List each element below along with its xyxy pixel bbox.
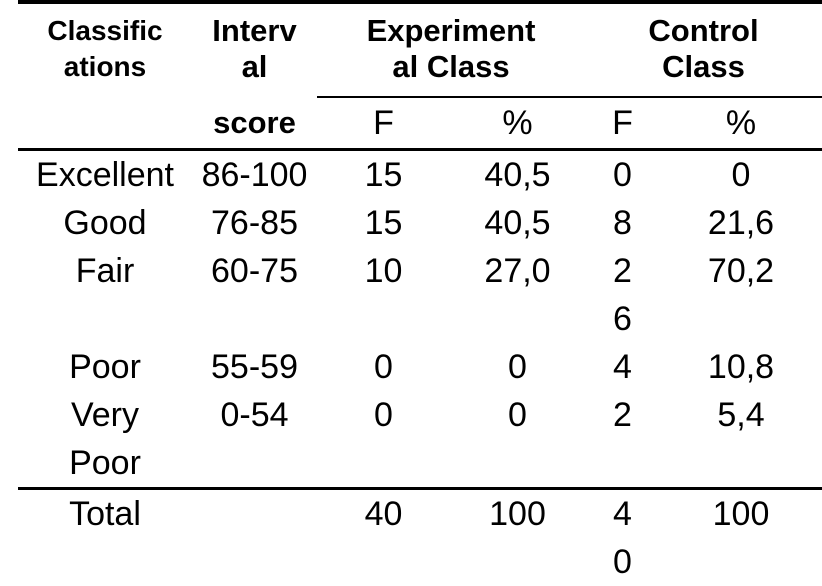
ctrl-f-cell: 4 0	[585, 489, 660, 586]
exp-pct-cell: 0	[450, 391, 585, 489]
interval-cell: 55-59	[192, 343, 317, 391]
ctrl-pct-cell: 10,8	[660, 343, 822, 391]
exp-f-cell: 0	[317, 343, 450, 391]
exp-pct-cell: 0	[450, 343, 585, 391]
header-interval-top: Interv al	[192, 2, 317, 97]
header-exp-f: F	[317, 97, 450, 150]
table-row: Excellent 86-100 15 40,5 0 0	[18, 150, 822, 200]
exp-f-cell: 10	[317, 247, 450, 343]
ctrl-pct-cell: 70,2	[660, 247, 822, 343]
interval-cell: 60-75	[192, 247, 317, 343]
header-empty-cell	[18, 97, 192, 150]
table-row: Very Poor 0-54 0 0 2 5,4	[18, 391, 822, 489]
header-experimental-class: Experiment al Class	[317, 2, 585, 97]
exp-pct-cell: 40,5	[450, 199, 585, 247]
exp-pct-cell: 100	[450, 489, 585, 586]
ctrl-f-cell: 0	[585, 150, 660, 200]
ctrl-f-cell: 2	[585, 391, 660, 489]
exp-f-cell: 15	[317, 150, 450, 200]
header-interval-bottom: score	[192, 97, 317, 150]
classification-cell: Fair	[18, 247, 192, 343]
page: { "colors": { "text": "#000000", "backgr…	[0, 0, 822, 568]
table-row: Fair 60-75 10 27,0 2 6 70,2	[18, 247, 822, 343]
classification-cell: Good	[18, 199, 192, 247]
score-classification-table: Classific ations Interv al Experiment al…	[18, 0, 822, 586]
ctrl-pct-cell: 5,4	[660, 391, 822, 489]
header-row-sub: score F % F %	[18, 97, 822, 150]
interval-cell: 76-85	[192, 199, 317, 247]
header-exp-pct: %	[450, 97, 585, 150]
ctrl-f-cell: 4	[585, 343, 660, 391]
table-body: Excellent 86-100 15 40,5 0 0 Good 76-85 …	[18, 150, 822, 586]
classification-cell: Excellent	[18, 150, 192, 200]
total-row: Total 40 100 4 0 100	[18, 489, 822, 586]
exp-f-cell: 0	[317, 391, 450, 489]
header-control-class: Control Class	[585, 2, 822, 97]
interval-cell	[192, 489, 317, 586]
exp-f-cell: 15	[317, 199, 450, 247]
interval-cell: 0-54	[192, 391, 317, 489]
ctrl-pct-cell: 21,6	[660, 199, 822, 247]
header-ctrl-pct: %	[660, 97, 822, 150]
total-label: Total	[18, 489, 192, 586]
classification-cell: Very Poor	[18, 391, 192, 489]
interval-cell: 86-100	[192, 150, 317, 200]
exp-pct-cell: 40,5	[450, 150, 585, 200]
table-row: Good 76-85 15 40,5 8 21,6	[18, 199, 822, 247]
ctrl-pct-cell: 100	[660, 489, 822, 586]
ctrl-pct-cell: 0	[660, 150, 822, 200]
header-row-groups: Classific ations Interv al Experiment al…	[18, 2, 822, 97]
classification-cell: Poor	[18, 343, 192, 391]
table-row: Poor 55-59 0 0 4 10,8	[18, 343, 822, 391]
ctrl-f-cell: 8	[585, 199, 660, 247]
table-header: Classific ations Interv al Experiment al…	[18, 2, 822, 150]
ctrl-f-cell: 2 6	[585, 247, 660, 343]
exp-f-cell: 40	[317, 489, 450, 586]
header-ctrl-f: F	[585, 97, 660, 150]
exp-pct-cell: 27,0	[450, 247, 585, 343]
header-classifications: Classific ations	[18, 2, 192, 97]
